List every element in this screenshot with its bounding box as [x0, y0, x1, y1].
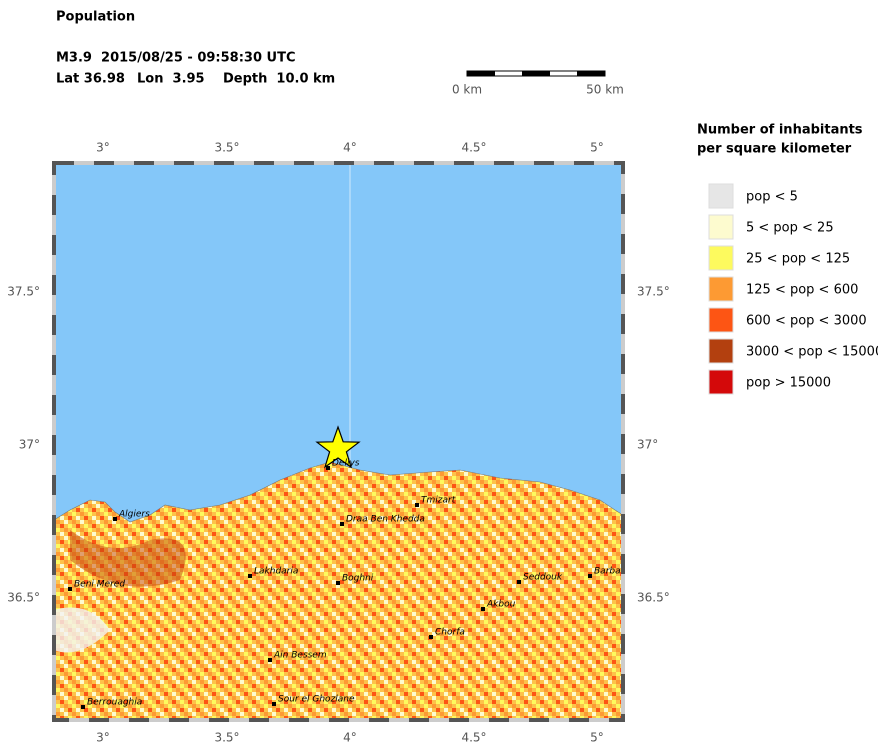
legend-swatch — [708, 307, 734, 333]
lon-label: 4.5° — [461, 141, 486, 155]
city-marker — [517, 580, 521, 584]
city-marker — [113, 517, 117, 521]
city-marker — [429, 635, 433, 639]
city-label: Sour el Ghozlane — [278, 695, 355, 705]
city-marker — [268, 658, 272, 662]
legend-swatch — [708, 245, 734, 271]
lat-label: 37° — [637, 438, 658, 452]
city-marker — [326, 466, 330, 470]
legend-label: 25 < pop < 125 — [746, 252, 850, 267]
lon-label: 5° — [590, 731, 604, 745]
city-label: Berrouaghia — [87, 698, 142, 708]
city-marker — [415, 503, 419, 507]
lon-label: 5° — [590, 141, 604, 155]
legend-swatch — [708, 369, 734, 395]
city-label: Akbou — [486, 600, 516, 610]
legend-label: pop > 15000 — [746, 376, 831, 391]
city-label: Algiers — [118, 510, 150, 520]
legend-swatch — [708, 214, 734, 240]
city-marker — [248, 574, 252, 578]
city-marker — [81, 705, 85, 709]
legend-label: 3000 < pop < 15000 — [746, 345, 878, 360]
city-marker — [272, 702, 276, 706]
legend-swatch — [708, 338, 734, 364]
city-marker — [481, 607, 485, 611]
lon: Lon 3.95 — [137, 72, 205, 87]
lon-label: 3.5° — [214, 731, 239, 745]
city-label: Lakhdaria — [254, 567, 298, 577]
lat-label: 37° — [19, 438, 40, 452]
lon-label: 3° — [96, 731, 110, 745]
legend-title: per square kilometer — [697, 142, 852, 157]
city-label: Barba — [594, 567, 621, 577]
city-label: Boghni — [342, 574, 374, 584]
city-label: Ain Bessem — [273, 651, 327, 661]
title: Population — [56, 10, 135, 25]
lat: Lat 36.98 — [56, 72, 125, 87]
scale-bar — [466, 70, 606, 77]
lon-label: 3° — [96, 141, 110, 155]
lon-label: 4.5° — [461, 731, 486, 745]
city-label: Draa Ben Khedda — [346, 515, 425, 525]
legend-label: 600 < pop < 3000 — [746, 314, 867, 329]
event: M3.9 2015/08/25 - 09:58:30 UTC — [56, 51, 295, 66]
legend-title: Number of inhabitants — [697, 123, 863, 138]
lat-label: 37.5° — [637, 285, 670, 299]
legend-swatch — [708, 183, 734, 209]
city-label: Dellys — [332, 459, 360, 469]
scale-end: 50 km — [586, 83, 624, 97]
legend-swatch — [708, 276, 734, 302]
lat-label: 36.5° — [7, 591, 40, 605]
legend-label: 5 < pop < 25 — [746, 221, 834, 236]
city-label: Beni Mered — [74, 580, 125, 590]
legend-label: 125 < pop < 600 — [746, 283, 858, 298]
lon-label: 4° — [343, 731, 357, 745]
lon-label: 4° — [343, 141, 357, 155]
scale-start: 0 km — [452, 83, 482, 97]
city-marker — [588, 574, 592, 578]
city-marker — [68, 587, 72, 591]
lon-label: 3.5° — [214, 141, 239, 155]
lat-label: 37.5° — [7, 285, 40, 299]
city-marker — [340, 522, 344, 526]
depth: Depth 10.0 km — [223, 72, 335, 87]
city-label: Tmizart — [421, 496, 456, 506]
city-label: Seddouk — [523, 573, 563, 583]
epicenter — [315, 425, 361, 469]
city-label: Chorfa — [435, 628, 465, 638]
lat-label: 36.5° — [637, 591, 670, 605]
city-marker — [336, 581, 340, 585]
legend-label: pop < 5 — [746, 190, 798, 205]
